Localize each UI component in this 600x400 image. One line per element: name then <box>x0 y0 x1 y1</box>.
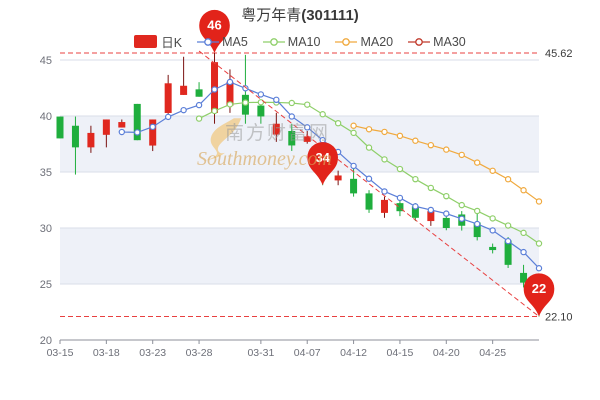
svg-text:45: 45 <box>40 55 52 67</box>
svg-text:04-07: 04-07 <box>294 347 321 359</box>
svg-text:03-31: 03-31 <box>247 347 274 359</box>
svg-text:04-12: 04-12 <box>340 347 367 359</box>
svg-text:22.10: 22.10 <box>545 311 573 323</box>
svg-text:22: 22 <box>532 281 546 296</box>
svg-text:04-20: 04-20 <box>433 347 460 359</box>
svg-text:35: 35 <box>40 167 52 179</box>
svg-text:03-18: 03-18 <box>93 347 120 359</box>
svg-text:04-15: 04-15 <box>387 347 414 359</box>
svg-text:30: 30 <box>40 223 52 235</box>
svg-text:40: 40 <box>40 111 52 123</box>
svg-text:03-23: 03-23 <box>139 347 166 359</box>
svg-text:03-28: 03-28 <box>186 347 213 359</box>
svg-text:04-25: 04-25 <box>479 347 506 359</box>
svg-text:34: 34 <box>315 150 330 165</box>
svg-text:03-15: 03-15 <box>47 347 74 359</box>
svg-text:25: 25 <box>40 279 52 291</box>
svg-text:20: 20 <box>40 335 52 347</box>
